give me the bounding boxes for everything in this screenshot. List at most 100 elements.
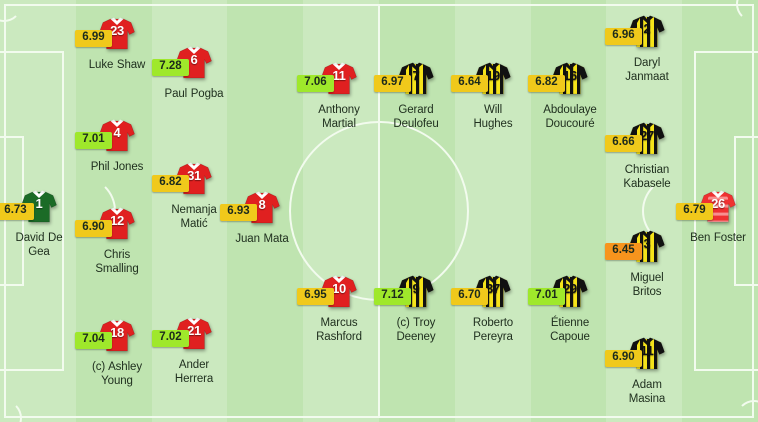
player-rating-badge[interactable]: 6.96	[605, 28, 642, 45]
player-rating-badge[interactable]: 6.66	[605, 135, 642, 152]
player-rating-badge[interactable]: 6.95	[297, 288, 334, 305]
player-shirt[interactable]: 8 6.93	[214, 187, 310, 231]
player-rating-badge[interactable]: 6.79	[676, 203, 713, 220]
player-rating-badge[interactable]: 6.45	[605, 243, 642, 260]
player-name-line: Juan Mata	[235, 233, 289, 245]
player-rating-badge[interactable]: 7.28	[152, 59, 189, 76]
player-name-line: Luke Shaw	[88, 59, 146, 71]
player-name: Will Hughes	[445, 104, 541, 131]
player-name-line: Deeney	[396, 330, 436, 343]
player-rating-badge[interactable]: 7.01	[75, 132, 112, 149]
player-name: (c) Troy Deeney	[368, 317, 464, 344]
player-name: Abdoulaye Doucouré	[522, 104, 618, 131]
corner-arc-bottom-left	[0, 400, 22, 422]
player-name-line: Gerard	[398, 104, 434, 116]
player-token[interactable]: 11 6.90 Adam Masina	[599, 333, 695, 406]
player-name-line: Abdoulaye	[543, 104, 597, 116]
player-name-line: Will	[483, 104, 503, 116]
player-name-line: (c) Ashley	[92, 361, 142, 373]
player-rating-badge[interactable]: 6.90	[75, 220, 112, 237]
player-rating-badge[interactable]: 7.04	[75, 332, 112, 349]
player-name-line: Daryl	[633, 57, 661, 69]
player-name: David De Gea	[0, 232, 87, 259]
corner-arc-top-left	[0, 0, 22, 22]
corner-arc-bottom-right	[736, 400, 758, 422]
player-shirt[interactable]: 27 6.66	[599, 118, 695, 162]
player-name-line: Nemanja	[171, 204, 217, 216]
player-name-line: Smalling	[95, 262, 139, 275]
player-name-line: Janmaat	[625, 70, 669, 83]
player-name: (c) Ashley Young	[69, 361, 165, 388]
player-name: Marcus Rashford	[291, 317, 387, 344]
player-name-line: Marcus	[320, 317, 358, 329]
player-token[interactable]: 31 6.82 Nemanja Matić	[146, 158, 242, 231]
player-rating-badge[interactable]: 6.73	[0, 203, 34, 220]
player-name: Anthony Martial	[291, 104, 387, 131]
player-name-line: Chris	[103, 249, 131, 261]
player-name: Phil Jones	[69, 161, 165, 175]
player-rating-badge[interactable]: 6.70	[451, 288, 488, 305]
player-name: Ander Herrera	[146, 359, 242, 386]
player-rating-badge[interactable]: 6.97	[374, 75, 411, 92]
player-rating-badge[interactable]: 7.12	[374, 288, 411, 305]
player-token[interactable]: 6 7.28 Paul Pogba	[146, 42, 242, 102]
player-shirt[interactable]: 1 6.73	[0, 186, 87, 230]
player-name: Gerard Deulofeu	[368, 104, 464, 131]
player-rating-badge[interactable]: 6.93	[220, 204, 257, 221]
player-rating-badge[interactable]: 7.01	[528, 288, 565, 305]
player-rating-badge[interactable]: 7.06	[297, 75, 334, 92]
player-name-line: (c) Troy	[396, 317, 436, 329]
player-shirt[interactable]: 11 6.90	[599, 333, 695, 377]
player-token[interactable]: 37 6.70 Roberto Pereyra	[445, 271, 541, 344]
player-name-line: Gea	[28, 245, 50, 258]
player-token[interactable]: 7 6.97 Gerard Deulofeu	[368, 58, 464, 131]
player-name-line: Rashford	[316, 330, 362, 343]
player-rating-badge[interactable]: 6.82	[152, 175, 189, 192]
player-name-line: Masina	[628, 392, 666, 405]
player-token[interactable]: 27 6.66 Christian Kabasele	[599, 118, 695, 191]
player-name-line: Capoue	[550, 330, 590, 343]
player-name: Adam Masina	[599, 379, 695, 406]
player-token[interactable]: 9 7.12 (c) Troy Deeney	[368, 271, 464, 344]
player-name-line: Doucouré	[545, 117, 595, 130]
player-token[interactable]: 19 6.64 Will Hughes	[445, 58, 541, 131]
player-shirt[interactable]: 4 7.01	[69, 115, 165, 159]
player-token[interactable]: 2 6.96 Daryl Janmaat	[599, 11, 695, 84]
player-name-line: Martial	[322, 117, 356, 130]
player-name: Christian Kabasele	[599, 164, 695, 191]
player-token[interactable]: 1 6.73 David De Gea	[0, 186, 87, 259]
player-shirt[interactable]: 19 6.64	[445, 58, 541, 102]
player-name-line: Herrera	[174, 372, 214, 385]
player-shirt[interactable]: 6 7.28	[146, 42, 242, 86]
player-shirt[interactable]: 26 6.79	[670, 186, 758, 230]
player-name-line: Christian	[624, 164, 670, 176]
player-rating-badge[interactable]: 6.64	[451, 75, 488, 92]
player-name-line: Miguel	[630, 272, 664, 284]
player-shirt[interactable]: 21 7.02	[146, 313, 242, 357]
player-name-line: Pereyra	[473, 330, 513, 343]
player-rating-badge[interactable]: 6.82	[528, 75, 565, 92]
player-shirt[interactable]: 9 7.12	[368, 271, 464, 315]
player-name-line: Ander	[178, 359, 210, 371]
player-token[interactable]: 8 6.93 Juan Mata	[214, 187, 310, 247]
player-name-line: Young	[101, 374, 133, 387]
player-shirt[interactable]: 31 6.82	[146, 158, 242, 202]
player-rating-badge[interactable]: 7.02	[152, 330, 189, 347]
corner-arc-top-right	[736, 0, 758, 22]
player-rating-badge[interactable]: 6.90	[605, 350, 642, 367]
player-shirt[interactable]: 2 6.96	[599, 11, 695, 55]
player-token[interactable]: 21 7.02 Ander Herrera	[146, 313, 242, 386]
player-rating-badge[interactable]: 6.99	[75, 30, 112, 47]
player-shirt[interactable]: 7 6.97	[368, 58, 464, 102]
player-token[interactable]: 26 6.79 Ben Foster	[670, 186, 758, 246]
player-name: Étienne Capoue	[522, 317, 618, 344]
player-name: Nemanja Matić	[146, 204, 242, 231]
player-name-line: Matić	[180, 217, 208, 230]
player-token[interactable]: 4 7.01 Phil Jones	[69, 115, 165, 175]
player-name-line: Britos	[632, 285, 662, 298]
player-name-line: Ben Foster	[690, 232, 746, 244]
player-name: Juan Mata	[214, 233, 310, 247]
player-name-line: Étienne	[550, 317, 590, 329]
player-name: Chris Smalling	[69, 249, 165, 276]
